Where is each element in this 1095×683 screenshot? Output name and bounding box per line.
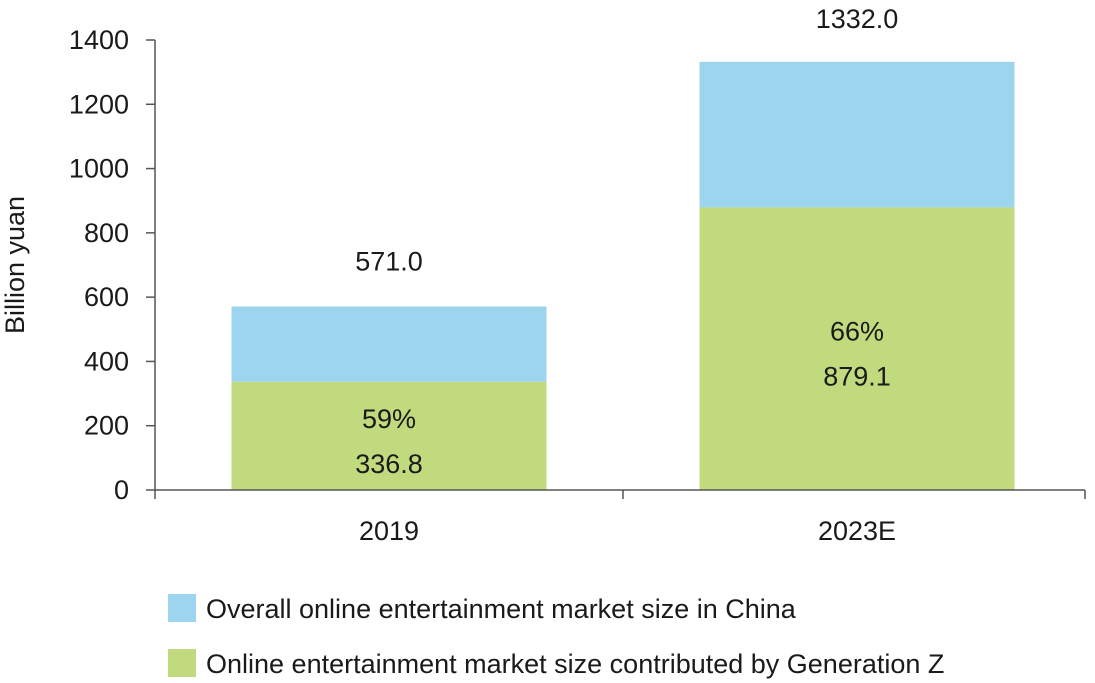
y-tick-label: 0: [114, 475, 129, 505]
y-axis-title: Billion yuan: [0, 196, 30, 334]
bar-overall-segment: [699, 61, 1015, 208]
y-ticks-group: 0 200 400 600 800 1000 1200 1400: [69, 25, 155, 505]
x-category-label: 2019: [359, 516, 419, 546]
y-tick-label: 400: [84, 346, 129, 376]
y-tick-label: 600: [84, 282, 129, 312]
y-tick-label: 1400: [69, 25, 129, 55]
x-category-label: 2023E: [818, 516, 896, 546]
bar-genz-segment: [231, 381, 547, 490]
share-label: 59%: [362, 404, 416, 434]
bars-group: [231, 61, 1015, 491]
legend-swatch: [168, 649, 196, 677]
genz-value-label: 879.1: [823, 362, 891, 392]
y-tick-label: 200: [84, 411, 129, 441]
genz-value-label: 336.8: [355, 449, 423, 479]
axes-group: [154, 40, 1085, 491]
x-ticks-group: 2019 2023E: [154, 490, 1086, 546]
y-tick-label: 1000: [69, 154, 129, 184]
legend-label: Overall online entertainment market size…: [206, 594, 797, 624]
legend-label: Online entertainment market size contrib…: [206, 649, 944, 679]
legend-swatch: [168, 594, 196, 622]
legend: Overall online entertainment market size…: [168, 594, 944, 679]
bar-overall-segment: [231, 306, 547, 382]
bar-genz-segment: [699, 207, 1015, 491]
data-labels-group: 59% 336.8 571.0 66% 879.1 1332.0: [355, 4, 898, 479]
total-value-label: 571.0: [355, 246, 423, 276]
total-value-label: 1332.0: [816, 4, 899, 34]
y-tick-label: 800: [84, 218, 129, 248]
y-tick-label: 1200: [69, 89, 129, 119]
share-label: 66%: [830, 317, 884, 347]
